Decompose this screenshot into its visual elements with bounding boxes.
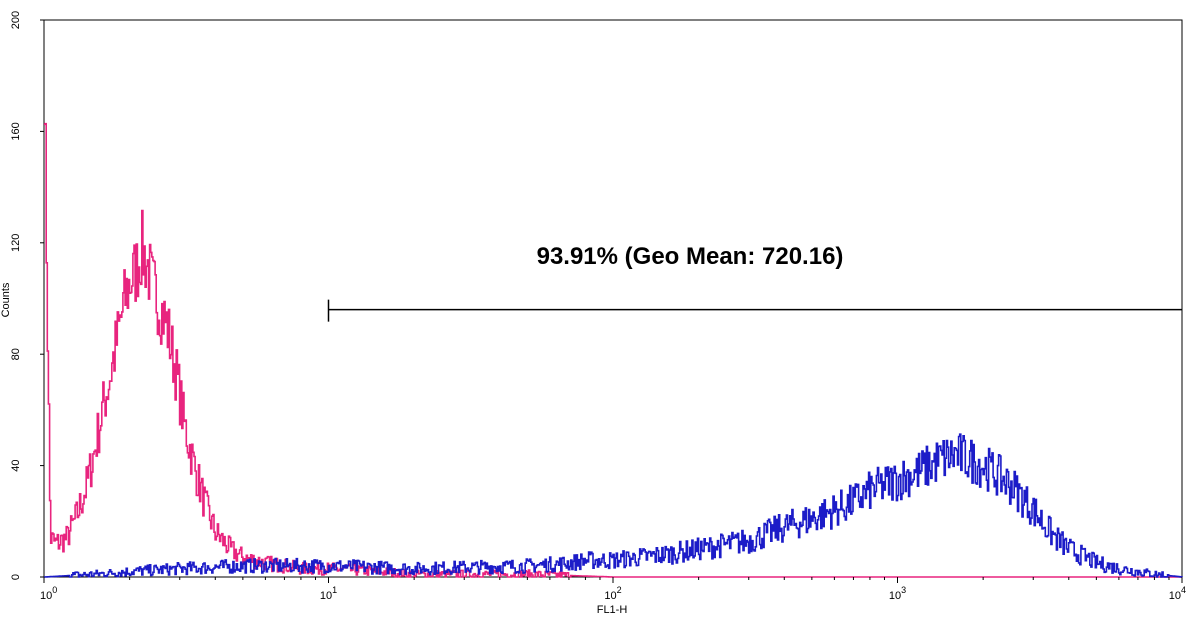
x-tick-label: 101 — [320, 585, 337, 602]
annotation-group: 93.91% (Geo Mean: 720.16) — [327, 243, 1182, 322]
y-tick-label: 160 — [10, 122, 22, 140]
series-line-2 — [44, 433, 1183, 578]
plot-frame — [43, 19, 1183, 578]
x-tick-label: 100 — [40, 585, 57, 602]
series-lines — [44, 122, 1183, 578]
y-tick-label: 40 — [10, 459, 22, 471]
series-line-1 — [44, 122, 1182, 578]
x-tick-label: 103 — [889, 585, 906, 602]
y-tick-label: 0 — [10, 574, 22, 580]
y-axis-title: Counts — [0, 282, 12, 317]
x-tick-label: 104 — [1169, 585, 1186, 602]
axes: 0 40 80 120 160 200 100 101 102 103 104 — [10, 11, 1186, 602]
x-axis-title: FL1-H — [597, 604, 628, 616]
y-tick-label: 80 — [10, 348, 22, 360]
y-tick-label: 200 — [10, 11, 22, 29]
gate-annotation-text: 93.91% (Geo Mean: 720.16) — [537, 243, 844, 270]
plot-area — [43, 19, 1183, 578]
y-tick-label: 120 — [10, 234, 22, 252]
x-tick-label: 102 — [604, 585, 621, 602]
